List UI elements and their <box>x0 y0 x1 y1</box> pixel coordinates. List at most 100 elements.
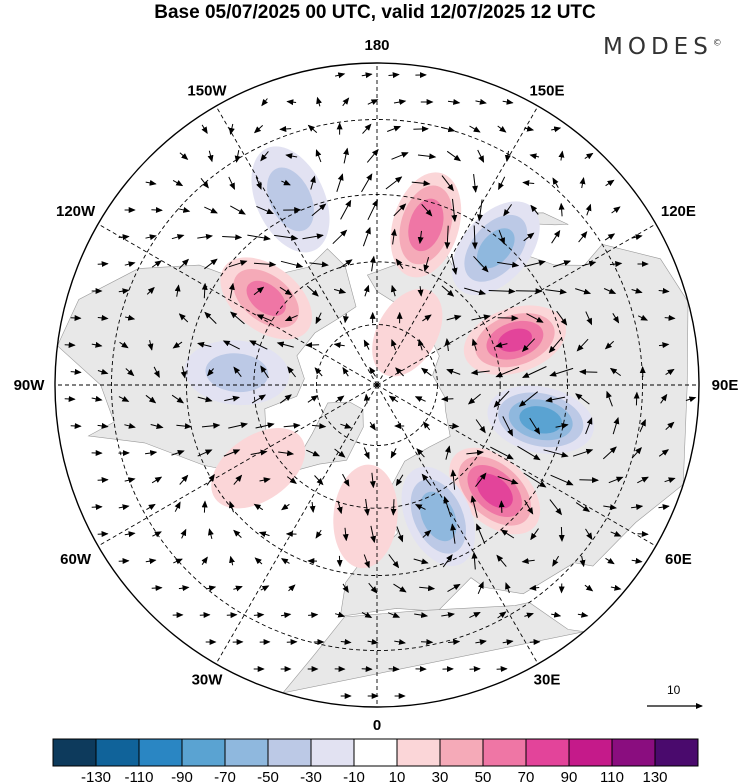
wind-vector-arrow <box>502 639 514 646</box>
wind-vector-arrow <box>151 260 162 268</box>
wind-vector-arrow <box>361 612 373 618</box>
meridian-line <box>215 105 378 386</box>
wind-vector-arrow <box>278 450 295 457</box>
wind-vector-arrow <box>118 396 130 402</box>
longitude-label: 60W <box>60 551 92 568</box>
wind-vector-arrow <box>388 665 400 672</box>
wind-vector-arrow <box>334 448 346 458</box>
wind-vector-arrow <box>529 584 540 591</box>
wind-vector-arrow <box>179 474 189 485</box>
wind-vector-arrow <box>97 314 109 321</box>
wind-vector-arrow <box>367 199 378 221</box>
wind-vector-arrow <box>369 366 376 377</box>
wind-vector-arrow <box>333 288 347 294</box>
wind-vector-arrow <box>205 585 217 592</box>
wind-vector-arrow <box>390 448 397 459</box>
map-title: Base 05/07/2025 00 UTC, valid 12/07/2025… <box>154 2 596 23</box>
wind-vector-arrow <box>286 99 297 106</box>
wind-vector-arrow <box>523 472 547 488</box>
wind-vector-arrow <box>311 423 327 430</box>
wind-vector-arrow <box>228 176 235 191</box>
wind-vector-arrow <box>339 259 353 269</box>
wind-vector-arrow <box>558 526 565 542</box>
wind-vector-arrow <box>256 205 274 215</box>
wind-vector-arrow <box>421 203 433 217</box>
colorbar-tick-label: -90 <box>171 769 193 783</box>
wind-vector-arrow <box>448 639 461 646</box>
wind-vector-arrow <box>260 365 269 379</box>
colorbar-tick-label: 30 <box>432 769 449 783</box>
wind-vector-arrow <box>118 504 130 511</box>
wind-vector-arrow <box>125 368 135 377</box>
wind-vector-arrow <box>417 286 424 297</box>
wind-vector-arrow <box>517 445 541 461</box>
wind-vector-arrow <box>471 338 478 351</box>
longitude-label: 150E <box>529 83 564 100</box>
wind-vector-arrow <box>250 449 268 456</box>
wind-vector-arrow <box>146 286 155 295</box>
wind-vector-arrow <box>441 611 455 618</box>
wind-vector-arrow <box>228 260 248 268</box>
wind-vector-arrow <box>414 612 429 619</box>
reference-vector-label: 10 <box>667 683 681 697</box>
wind-vector-arrow <box>368 582 378 594</box>
wind-vector-arrow <box>332 229 348 245</box>
colorbar-swatch <box>52 738 97 767</box>
wind-vector-arrow <box>498 230 505 245</box>
longitude-label: 60E <box>665 551 692 568</box>
wind-vector-arrow <box>558 202 565 217</box>
wind-vector-arrow <box>443 496 452 518</box>
colorbar-swatch <box>611 738 656 767</box>
wind-vector-arrow <box>204 206 218 214</box>
wind-vector-arrow <box>475 639 487 646</box>
wind-vector-arrow <box>197 449 213 457</box>
wind-vector-arrow <box>469 611 481 619</box>
wind-vector-arrow <box>658 504 670 511</box>
wind-vector-arrow <box>151 476 163 484</box>
anomaly-contour <box>476 473 513 509</box>
wind-vector-arrow <box>363 554 370 569</box>
wind-vector-arrow <box>363 284 370 297</box>
polar-map: 0 30E 60E 90E 120E 150E 180 150W 120W 90W 60W 30W <box>14 37 739 734</box>
wind-vector-arrow <box>555 423 569 429</box>
wind-vector-arrow <box>284 314 298 322</box>
wind-vector-arrow <box>503 204 513 217</box>
wind-vector-arrow <box>171 449 185 456</box>
wind-vector-arrow <box>361 173 373 193</box>
wind-vector-arrow <box>612 313 620 324</box>
wind-vector-arrow <box>411 180 431 187</box>
wind-vector-arrow <box>233 529 242 538</box>
wind-vector-arrow <box>450 523 457 544</box>
map-border <box>54 62 700 708</box>
latitude-circle <box>316 324 438 446</box>
wind-vector-arrow <box>578 231 588 243</box>
wind-vector-arrow <box>316 96 322 107</box>
wind-vector-arrow <box>147 340 154 351</box>
wind-vector-arrow <box>477 581 484 594</box>
wind-vector-arrow <box>201 422 221 429</box>
longitude-label: 180 <box>364 37 389 54</box>
meridian-line <box>376 384 657 547</box>
wind-vector-arrow <box>228 282 235 299</box>
wind-vector-arrow <box>502 98 514 105</box>
wind-vector-arrow <box>255 422 275 429</box>
wind-vector-arrow <box>251 394 267 404</box>
wind-vector-arrow <box>466 449 484 456</box>
wind-vector-arrow <box>336 500 343 515</box>
graticule <box>55 63 699 707</box>
anomaly-contour <box>246 280 286 317</box>
wind-vector-arrow <box>361 72 373 79</box>
wind-vector-arrow <box>151 206 163 213</box>
wind-vector-arrow <box>363 447 370 460</box>
wind-vector-arrow <box>197 341 212 348</box>
colorbar-tick-label: 90 <box>561 769 578 783</box>
wind-vector-arrow <box>471 225 478 250</box>
wind-vector-arrow <box>253 286 265 296</box>
colorbar-swatch <box>482 738 527 767</box>
wind-vector-arrow <box>118 288 130 295</box>
wind-vector-arrow <box>288 584 296 592</box>
wind-vector-arrow <box>444 225 451 250</box>
modes-logo: MODES© <box>603 34 722 60</box>
wind-vector-arrow <box>336 173 344 192</box>
wind-vector-arrow <box>475 472 487 488</box>
